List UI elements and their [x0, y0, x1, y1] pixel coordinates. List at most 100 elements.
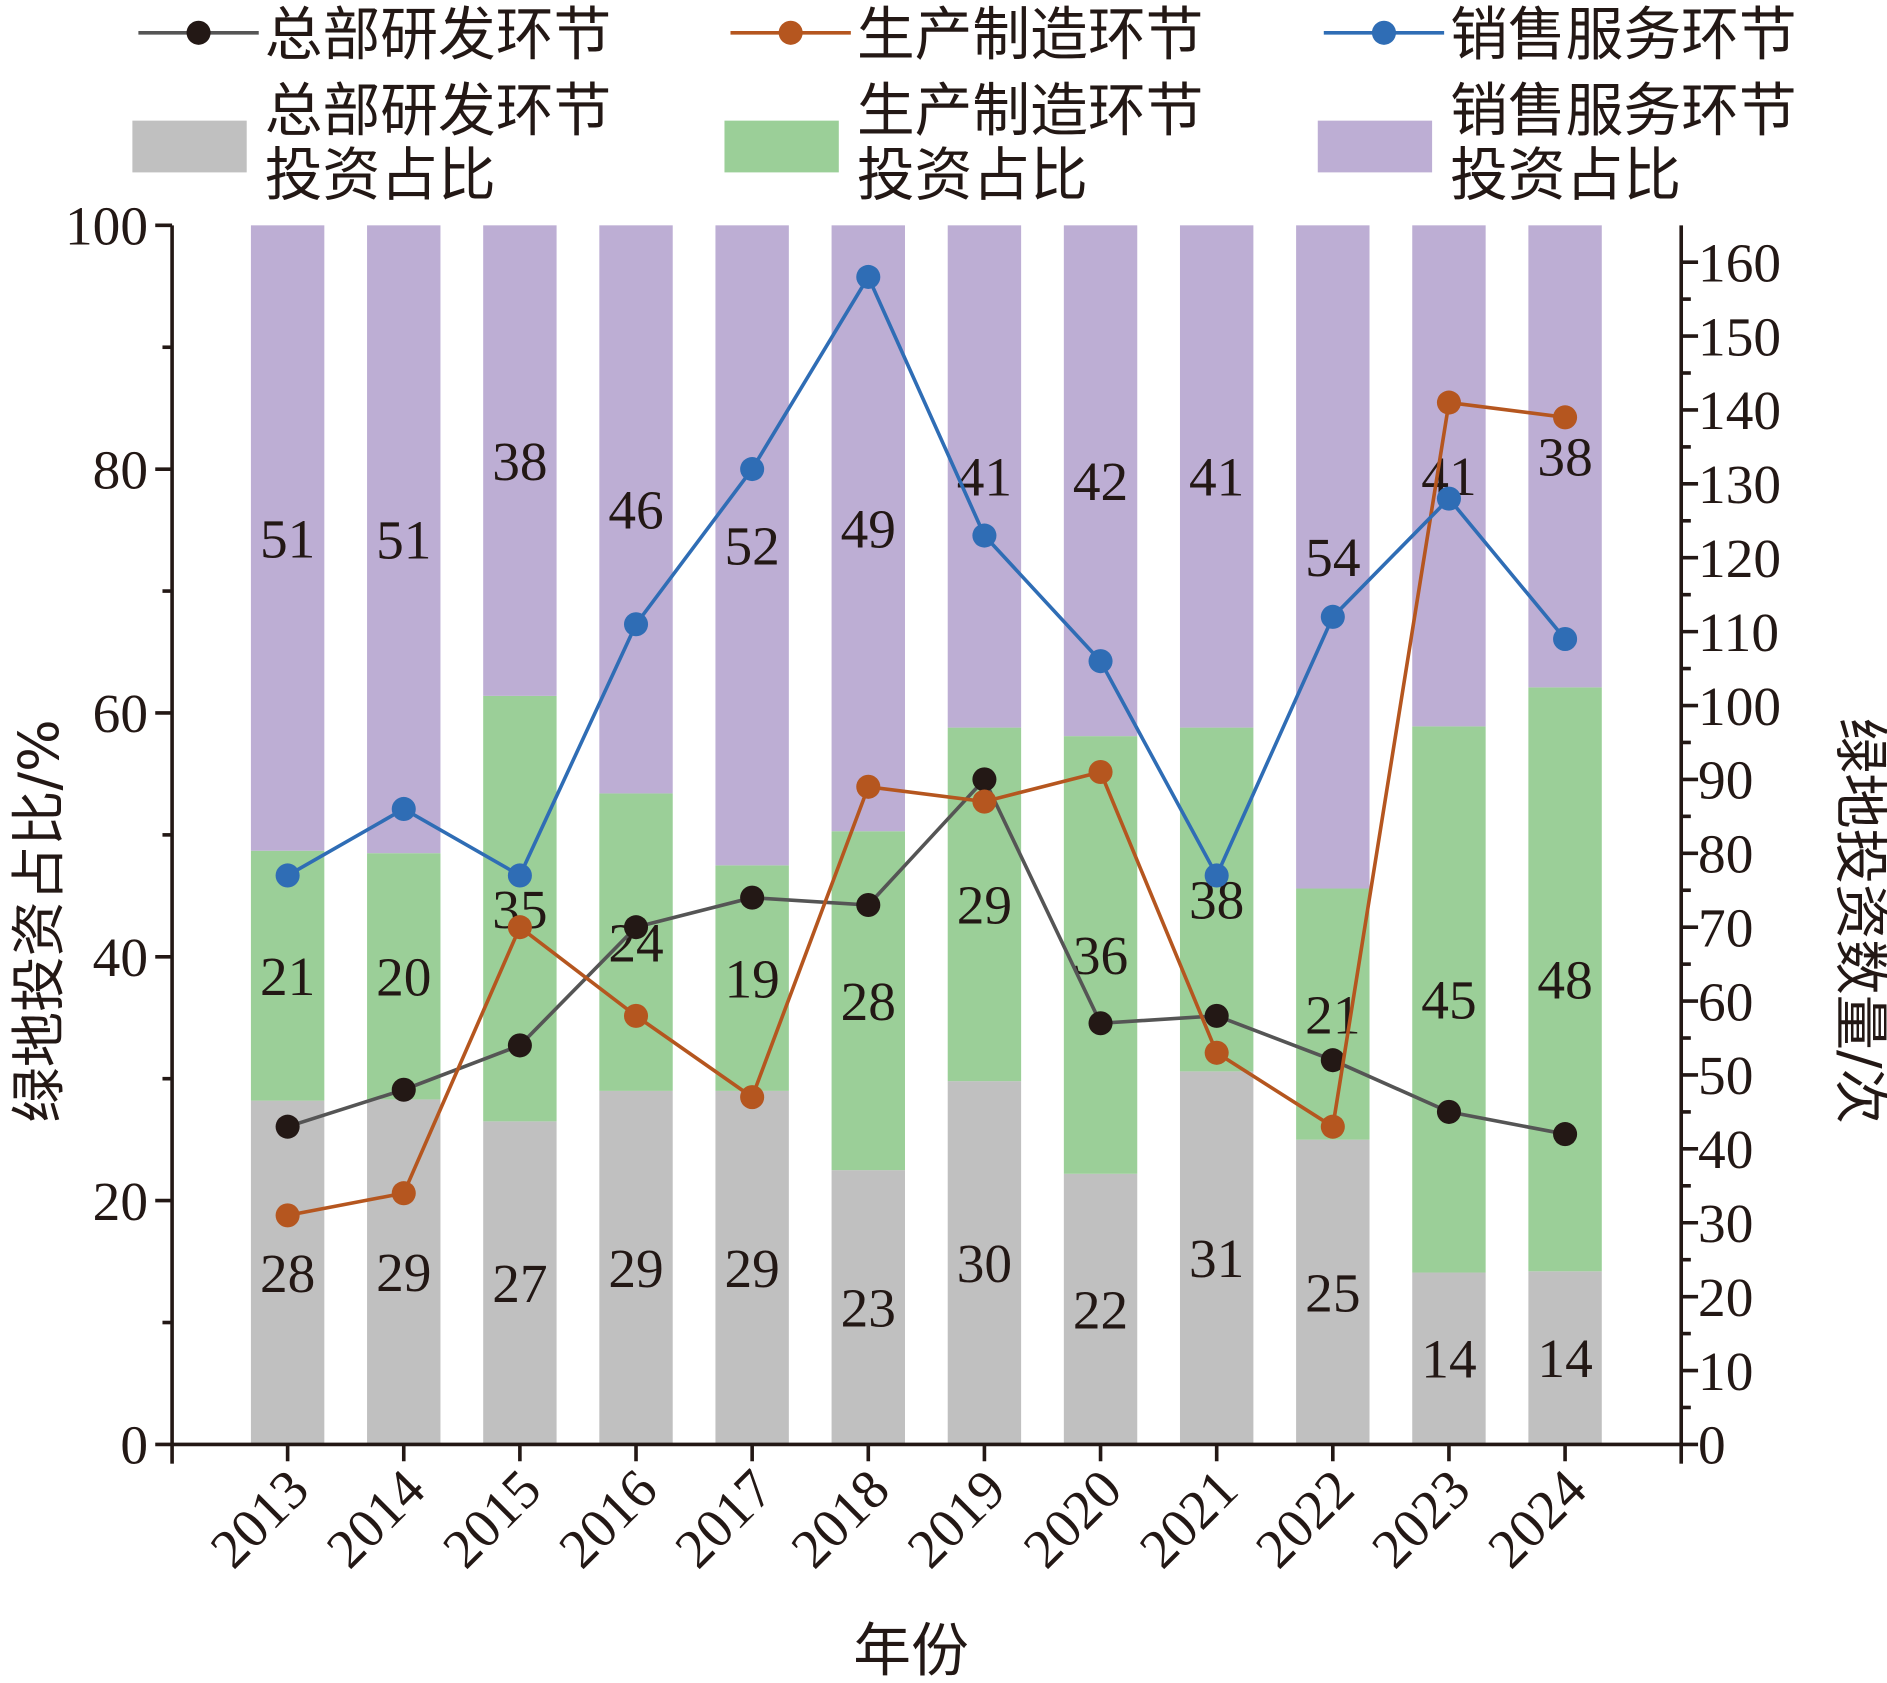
x-tick-label: 2017: [663, 1458, 784, 1579]
line-point: [1088, 759, 1113, 785]
line-point: [1320, 1048, 1345, 1073]
y-tick-label-right: 0: [1698, 1415, 1726, 1476]
bar-label: 29: [376, 1242, 431, 1303]
legend-marker: [1371, 20, 1396, 45]
legend-label-line: 投资占比: [265, 141, 496, 209]
y-tick-label-left: 40: [93, 927, 148, 988]
legend-label-line: 销售服务环节: [1450, 76, 1797, 144]
bar-label: 28: [841, 971, 896, 1032]
line-point: [1436, 1099, 1461, 1124]
bar-label: 38: [492, 431, 547, 492]
line-point: [1204, 863, 1229, 888]
line-point: [1204, 1040, 1229, 1065]
bar-segment: [1179, 225, 1254, 728]
bar-label: 54: [1305, 527, 1360, 588]
bar-segment: [483, 1121, 557, 1445]
bar-segment: [483, 225, 557, 696]
legend-label: 总部研发环节投资占比: [265, 76, 612, 209]
line-series: [287, 776, 1566, 1136]
line-point: [1088, 1011, 1113, 1036]
legend-label-line: 投资占比: [857, 141, 1088, 209]
y-axis-label-right: 绿地投资数量/次: [1827, 718, 1887, 1124]
line-point: [1088, 649, 1113, 674]
legend-label: 总部研发环节: [265, 0, 612, 68]
bar-label: 51: [376, 510, 431, 571]
bar-label: 22: [1073, 1279, 1128, 1340]
bar-segment: [1296, 888, 1370, 1140]
legend: 总部研发环节 生产制造环节 销售服务环节总部研发环节投资占比生产制造环节投资占比销售…: [132, 0, 1797, 209]
legend-bar-swatch: [724, 120, 839, 173]
bar-labels: 2821512920512735382924462919522328493029…: [260, 427, 1593, 1390]
line-point: [1553, 1122, 1578, 1147]
bar-segment: [715, 225, 789, 866]
line-point: [972, 523, 997, 548]
bar-label: 30: [957, 1233, 1012, 1294]
line-point: [623, 1003, 649, 1028]
legend-label: 销售服务环节: [1450, 0, 1797, 68]
line-point: [1553, 405, 1578, 430]
bar-label: 48: [1537, 950, 1592, 1011]
line-point: [391, 1181, 416, 1206]
bar-label: 52: [724, 516, 779, 577]
bar-label: 29: [724, 1238, 779, 1299]
line-point: [391, 1077, 416, 1102]
line-point: [623, 612, 649, 637]
y-tick-label-left: 100: [65, 196, 148, 257]
x-tick-label: 2013: [199, 1458, 320, 1579]
bar-segment: [367, 1099, 441, 1445]
bar-segment: [250, 225, 325, 851]
y-tick-label-right: 130: [1698, 454, 1781, 515]
line-point: [275, 1114, 300, 1139]
bar-label: 36: [1073, 925, 1128, 986]
x-tick-label: 2021: [1128, 1458, 1249, 1579]
bar-segment: [1063, 1173, 1138, 1445]
legend-label-line: 总部研发环节: [265, 76, 612, 144]
bar-label: 19: [724, 948, 779, 1009]
bar-segment: [947, 225, 1022, 728]
legend-label-line: 生产制造环节: [857, 76, 1204, 144]
y-tick-label-right: 80: [1698, 824, 1753, 885]
line-point: [507, 1033, 532, 1058]
x-tick-label: 2018: [779, 1458, 900, 1579]
y-tick-label-right: 50: [1698, 1045, 1753, 1106]
bar-segment: [1179, 1071, 1254, 1445]
x-tick-label: 2020: [1012, 1458, 1133, 1579]
line-point: [391, 796, 416, 821]
line-point: [740, 1085, 765, 1110]
y-tick-label-right: 160: [1698, 232, 1781, 293]
line-point: [972, 767, 997, 792]
legend-label: 生产制造环节投资占比: [857, 76, 1204, 209]
legend-marker: [778, 20, 803, 45]
y-tick-label-right: 60: [1698, 971, 1753, 1032]
line-point: [275, 1203, 300, 1228]
y-tick-label-right: 100: [1698, 676, 1781, 737]
line-point: [275, 863, 300, 888]
bar-label: 27: [492, 1253, 547, 1314]
bar-label: 21: [260, 946, 315, 1007]
bar-label: 14: [1537, 1328, 1592, 1389]
line-point: [1553, 626, 1578, 652]
x-tick-label: 2016: [547, 1458, 668, 1579]
line-point: [856, 892, 881, 918]
bar-segment: [1296, 225, 1370, 889]
bar-label: 29: [608, 1238, 663, 1299]
bar-segment: [831, 225, 905, 832]
x-tick-label: 2024: [1476, 1458, 1597, 1579]
y-tick-label-left: 80: [93, 439, 148, 500]
bar-segment: [831, 831, 905, 1171]
bar-label: 45: [1421, 970, 1476, 1031]
bar-label: 51: [260, 508, 315, 569]
y-tick-label-right: 70: [1698, 897, 1753, 958]
y-tick-label-left: 20: [93, 1171, 148, 1232]
bar-label: 20: [376, 947, 431, 1008]
legend-label: 销售服务环节投资占比: [1450, 76, 1797, 209]
y-tick-label-right: 10: [1698, 1341, 1753, 1402]
y-tick-label-right: 90: [1698, 750, 1753, 811]
bar-segment: [599, 1090, 673, 1445]
line-series: [286, 273, 1567, 880]
bar-label: 41: [1189, 447, 1244, 508]
bar-segment: [1412, 1272, 1486, 1445]
y-tick-label-right: 20: [1698, 1267, 1753, 1328]
bar-segment: [947, 1081, 1022, 1445]
line-point: [1320, 1114, 1345, 1139]
